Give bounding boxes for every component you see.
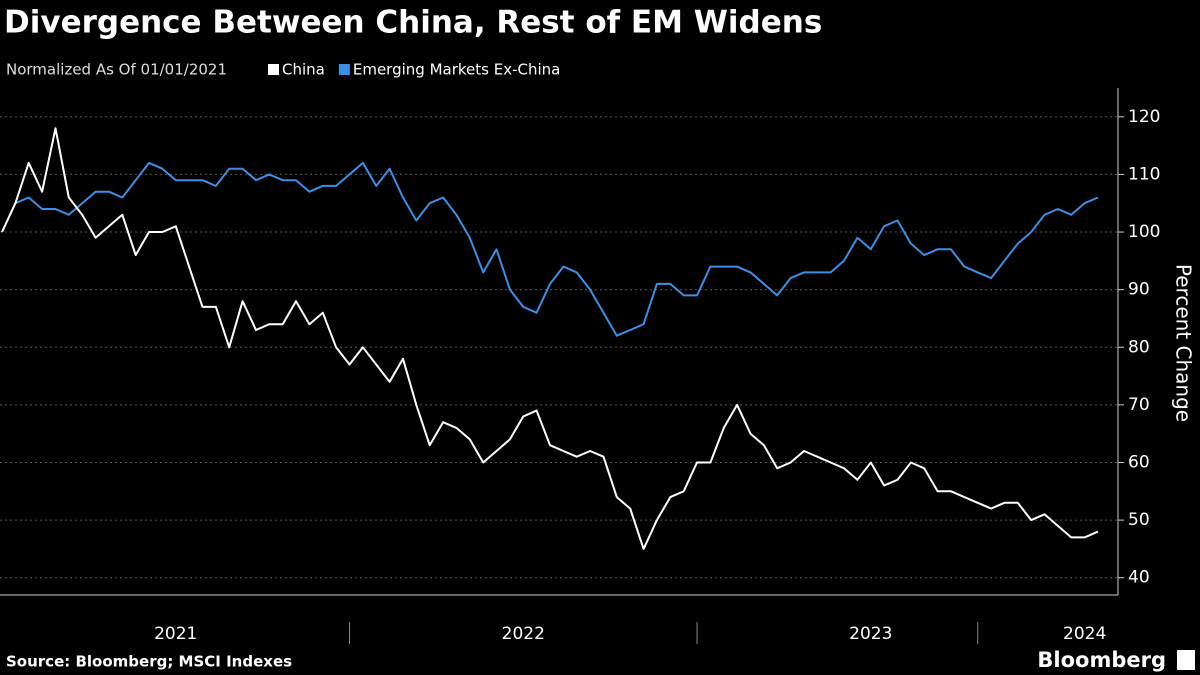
y-tick-label: 80 [1128, 337, 1150, 357]
brand: Bloomberg [1037, 648, 1166, 672]
y-tick-label: 120 [1128, 107, 1160, 127]
chart-title: Divergence Between China, Rest of EM Wid… [4, 5, 822, 41]
x-tick-label: 2024 [1063, 624, 1106, 644]
legend-swatch [338, 64, 350, 75]
y-tick-label: 70 [1128, 395, 1150, 415]
y-tick-label: 60 [1128, 452, 1150, 472]
legend-swatch [268, 64, 279, 75]
y-axis-label: Percent Change [1172, 264, 1196, 422]
y-tick-label: 40 [1128, 568, 1150, 588]
y-tick-label: 50 [1128, 510, 1150, 530]
source: Source: Bloomberg; MSCI Indexes [6, 653, 292, 671]
y-tick-label: 110 [1128, 164, 1160, 184]
brand-icon [1177, 650, 1195, 670]
line [1, 127, 1099, 550]
legend-label: Emerging Markets Ex-China [353, 61, 560, 79]
y-tick-label: 90 [1128, 280, 1150, 300]
subtitle: Normalized As Of 01/01/2021 [6, 61, 227, 79]
x-tick-label: 2023 [849, 624, 892, 644]
y-tick-label: 100 [1128, 222, 1160, 242]
x-tick-label: 2022 [502, 624, 545, 644]
x-tick-label: 2021 [154, 624, 197, 644]
legend-label: China [282, 61, 325, 79]
line [1, 161, 1099, 337]
